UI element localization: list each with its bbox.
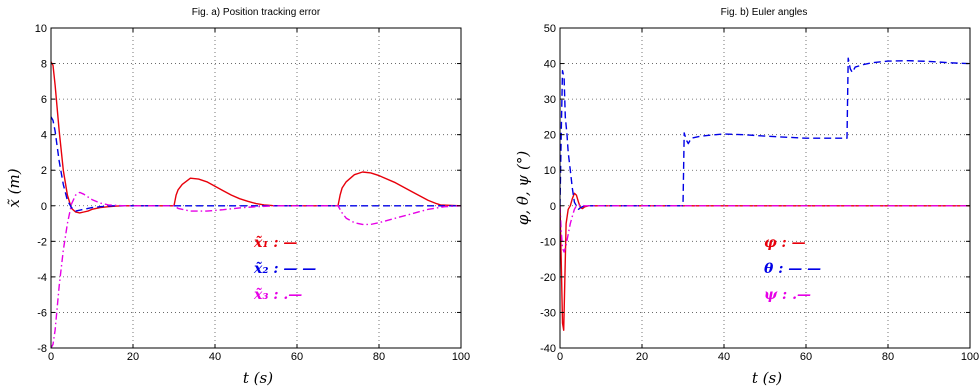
series-line-2	[51, 116, 461, 212]
y-tick-label: -20	[540, 272, 556, 284]
series-lines	[51, 61, 461, 348]
x-tick-label: 0	[557, 351, 563, 363]
y-tick-label: 40	[544, 59, 556, 71]
legend-entry-3: x̃₃ : .—	[253, 286, 302, 303]
chart-panel-a: Fig. a) Position tracking error 0 20 40 60 8…	[5, 7, 470, 387]
x-tick-label: 60	[291, 351, 303, 363]
y-tick-label: 4	[41, 130, 47, 142]
series-lines	[560, 57, 970, 331]
y-tick-label: -4	[37, 272, 47, 284]
plot-area	[51, 28, 461, 348]
plot-frame	[559, 27, 971, 349]
chart-title: Fig. a) Position tracking error	[192, 7, 321, 18]
grid-lines	[51, 28, 461, 348]
y-tick-label: -2	[37, 236, 47, 248]
x-tick-label: 40	[718, 351, 730, 363]
y-axis-label: φ, θ, ψ (°)	[514, 151, 532, 225]
x-tick-label: 40	[209, 351, 221, 363]
y-tick-label: 20	[544, 130, 556, 142]
chart-title: Fig. b) Euler angles	[721, 7, 808, 18]
x-tick-label: 60	[800, 351, 812, 363]
y-axis-label: x̃ (m)	[5, 168, 23, 207]
plot-area	[560, 28, 970, 348]
series-line-3	[560, 204, 970, 253]
x-tick-label: 20	[636, 351, 648, 363]
y-tick-label: 10	[35, 23, 47, 35]
x-axis-label: t (s)	[243, 369, 273, 387]
y-tick-label: 0	[41, 201, 47, 213]
y-tick-label: -40	[540, 343, 556, 355]
x-tick-label: 100	[961, 351, 979, 363]
legend: φ : — θ : — — ψ : .—	[764, 235, 821, 303]
legend-entry-2: θ : — —	[764, 261, 821, 277]
series-line-3	[51, 191, 461, 348]
x-axis-label: t (s)	[752, 369, 782, 387]
y-tick-label: 30	[544, 94, 556, 106]
axis-ticks: 0 20 40 60 80 100 -40 -30 -20 -10 0 10 20 30 40 50	[540, 23, 979, 363]
legend-entry-3: ψ : .—	[764, 287, 811, 303]
chart-panel-b: Fig. b) Euler angles 0 20 40 60 80 100-40-30-…	[514, 7, 979, 387]
y-tick-label: 0	[550, 201, 556, 213]
y-tick-label: 8	[41, 59, 47, 71]
y-tick-label: -8	[37, 343, 47, 355]
x-tick-label: 0	[48, 351, 54, 363]
series-line-1	[51, 61, 461, 214]
legend-entry-2: x̃₂ : — —	[253, 260, 316, 277]
y-tick-label: 6	[41, 94, 47, 106]
y-tick-label: 2	[41, 165, 47, 177]
y-tick-label: 50	[544, 23, 556, 35]
legend: x̃₁ : — x̃₂ : — — x̃₃ : .—	[253, 234, 316, 303]
legend-entry-1: φ : —	[764, 235, 806, 251]
y-tick-label: -30	[540, 307, 556, 319]
series-line-2	[560, 57, 970, 211]
legend-entry-1: x̃₁ : —	[253, 234, 297, 251]
x-tick-label: 80	[373, 351, 385, 363]
x-tick-label: 100	[452, 351, 470, 363]
plot-frame	[50, 27, 462, 349]
x-tick-label: 20	[127, 351, 139, 363]
y-tick-label: 10	[544, 165, 556, 177]
y-tick-label: -6	[37, 307, 47, 319]
series-line-1	[560, 192, 970, 331]
y-tick-label: -10	[540, 236, 556, 248]
x-tick-label: 80	[882, 351, 894, 363]
